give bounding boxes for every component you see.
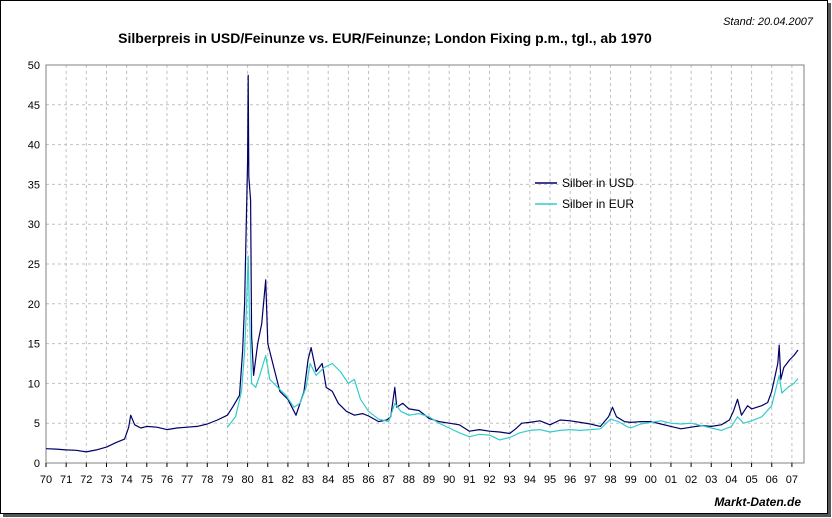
x-tick-label: 95 (544, 474, 556, 486)
y-tick-label: 15 (28, 339, 40, 351)
x-tick-label: 03 (705, 474, 717, 486)
x-tick-label: 87 (383, 474, 395, 486)
x-tick-label: 02 (685, 474, 697, 486)
x-tick-label: 72 (80, 474, 92, 486)
y-tick-label: 20 (28, 299, 40, 311)
y-axis: 0 5 10 15 20 25 30 35 40 45 50 (28, 60, 40, 470)
x-tick-label: 70 (40, 474, 52, 486)
x-tick-label: 79 (221, 474, 233, 486)
x-tick-label: 01 (665, 474, 677, 486)
x-tick-label: 77 (181, 474, 193, 486)
x-tick-label: 94 (524, 474, 536, 486)
y-tick-label: 0 (34, 458, 40, 470)
chart-title: Silberpreis in USD/Feinunze vs. EUR/Fein… (118, 30, 652, 46)
source-credit: Markt-Daten.de (714, 495, 801, 509)
y-tick-label: 40 (28, 140, 40, 152)
x-tick-label: 97 (584, 474, 596, 486)
x-tick-label: 75 (141, 474, 153, 486)
x-tick-label: 07 (786, 474, 798, 486)
plot-area (45, 64, 805, 464)
y-tick-label: 5 (34, 418, 40, 430)
x-tick-label: 83 (302, 474, 314, 486)
x-tick-label: 90 (443, 474, 455, 486)
x-tick-label: 92 (483, 474, 495, 486)
x-tick-label: 78 (201, 474, 213, 486)
x-tick-label: 06 (766, 474, 778, 486)
grid (46, 64, 804, 464)
legend-label: Silber in USD (562, 176, 634, 190)
x-tick-label: 99 (625, 474, 637, 486)
x-tick-label: 80 (241, 474, 253, 486)
stand-date: Stand: 20.04.2007 (723, 16, 814, 28)
x-tick-label: 00 (645, 474, 657, 486)
y-tick-label: 10 (28, 378, 40, 390)
x-tick-label: 73 (100, 474, 112, 486)
y-tick-label: 45 (28, 100, 40, 112)
x-tick-label: 85 (342, 474, 354, 486)
x-tick-label: 05 (745, 474, 757, 486)
y-tick-label: 30 (28, 219, 40, 231)
y-tick-label: 35 (28, 179, 40, 191)
y-tick-label: 50 (28, 60, 40, 72)
x-tick-label: 71 (60, 474, 72, 486)
x-tick-label: 86 (362, 474, 374, 486)
x-tick-label: 04 (725, 474, 737, 486)
legend-label: Silber in EUR (562, 197, 634, 211)
x-tick-label: 88 (403, 474, 415, 486)
series-line-usd (45, 74, 799, 453)
x-tick-label: 93 (504, 474, 516, 486)
x-tick-label: 81 (262, 474, 274, 486)
x-tick-label: 76 (161, 474, 173, 486)
x-axis: 70 71 72 73 74 75 76 77 78 79 80 81 82 83 84 85 86 87 88 89… (40, 463, 798, 486)
legend: Silber in USD Silber in EUR (535, 176, 634, 211)
y-tick-label: 25 (28, 259, 40, 271)
x-tick-label: 91 (463, 474, 475, 486)
x-tick-label: 84 (322, 474, 334, 486)
x-tick-label: 89 (423, 474, 435, 486)
x-tick-label: 82 (282, 474, 294, 486)
x-tick-label: 98 (604, 474, 616, 486)
x-tick-label: 74 (121, 474, 133, 486)
x-tick-label: 96 (564, 474, 576, 486)
series-group (45, 74, 799, 453)
series-line-eur (226, 255, 799, 441)
